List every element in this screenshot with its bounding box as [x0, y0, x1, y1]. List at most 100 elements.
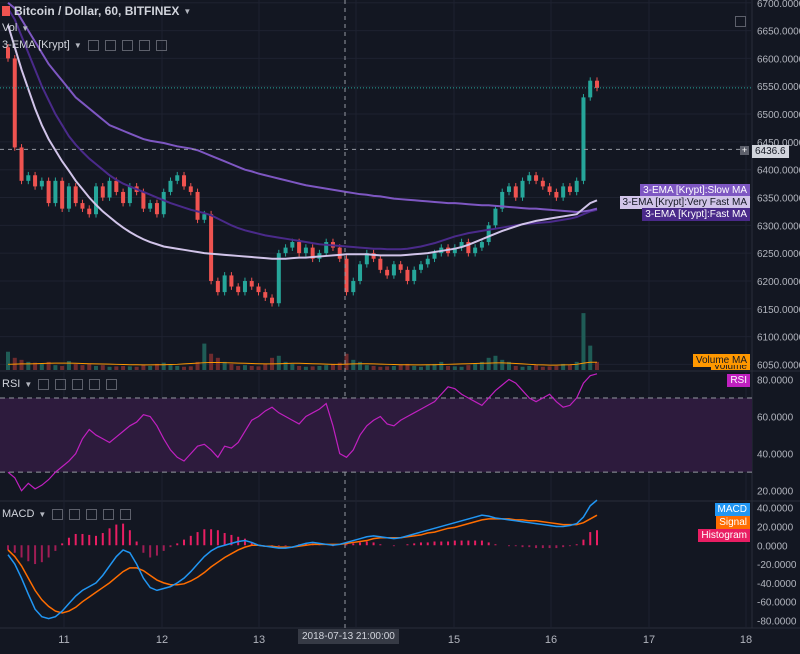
volume-bar [567, 365, 572, 370]
volume-bar [547, 366, 552, 370]
candle-body [520, 180, 525, 198]
candle-body [581, 97, 586, 181]
x-axis-tick-label: 12 [156, 634, 168, 646]
volume-bar [215, 357, 220, 370]
volume-bar [378, 366, 383, 370]
y-axis-tick-label: 6600.0000 [757, 54, 800, 65]
close-icon[interactable] [155, 39, 167, 51]
volume-bar [330, 363, 335, 370]
volume-bar [344, 353, 349, 370]
y-axis-tick-label: 6500.0000 [757, 110, 800, 121]
candle-body [256, 286, 261, 293]
candle-body [182, 175, 187, 187]
candle-body [398, 264, 403, 270]
chevron-down-icon[interactable]: ▼ [73, 40, 82, 50]
legend-fast-ma: 3-EMA [Krypt]:Fast MA [642, 208, 750, 221]
ema-indicator-header[interactable]: 3-EMA [Krypt] ▼ [2, 39, 167, 51]
candle-body [154, 203, 159, 215]
volume-bar [581, 313, 586, 370]
candle-body [53, 180, 58, 204]
candle-body [175, 175, 180, 181]
source-icon[interactable] [121, 39, 133, 51]
legend-signal: Signal [716, 516, 750, 529]
symbol-header[interactable]: Bitcoin / Dollar, 60, BITFINEX ▼ [2, 4, 191, 18]
volume-bar [154, 363, 159, 370]
legend-histogram: Histogram [698, 529, 750, 542]
volume-bar [161, 362, 166, 370]
volume-bar [425, 365, 430, 370]
volume-bar [439, 361, 444, 370]
volume-bar [290, 363, 295, 370]
settings-icon[interactable] [104, 39, 116, 51]
volume-bar [134, 366, 139, 370]
y-axis-tick-label: 6350.0000 [757, 194, 800, 205]
chevron-down-icon[interactable]: ▼ [21, 23, 30, 33]
candle-body [242, 280, 247, 293]
more-icon[interactable] [103, 508, 115, 520]
candle-body [378, 258, 383, 270]
volume-indicator-label[interactable]: Vol [2, 22, 18, 34]
candle-body [263, 292, 268, 298]
volume-bar [283, 361, 288, 370]
volume-bar [222, 361, 227, 370]
candle-body [385, 269, 390, 276]
candle-body [215, 280, 220, 293]
volume-bar [276, 355, 281, 370]
eye-icon[interactable] [52, 508, 64, 520]
eye-icon[interactable] [38, 378, 50, 390]
candle-body [26, 175, 31, 181]
rsi-axis-tick-label: 40.0000 [757, 450, 794, 461]
volume-bar [459, 366, 464, 370]
candle-body [473, 247, 478, 254]
volume-bar [60, 365, 65, 370]
chevron-down-icon[interactable]: ▼ [38, 509, 47, 519]
volume-bar [202, 343, 207, 370]
candle-body [236, 286, 241, 293]
volume-bar [168, 365, 173, 370]
rsi-header[interactable]: RSI ▼ [2, 378, 118, 390]
volume-bar [303, 366, 308, 370]
candle-body [547, 186, 552, 192]
add-alert-icon[interactable]: + [740, 145, 749, 155]
legend-slow-ma: 3-EMA [Krypt]:Slow MA [640, 184, 750, 197]
symbol-title[interactable]: Bitcoin / Dollar, 60, BITFINEX [14, 4, 180, 18]
x-axis-tick-label: 17 [643, 634, 655, 646]
candle-body [418, 264, 423, 270]
rsi-indicator-label[interactable]: RSI [2, 378, 21, 390]
volume-bar [263, 363, 268, 370]
volume-bar [446, 365, 451, 370]
source-icon[interactable] [86, 508, 98, 520]
y-axis-tick-label: 6550.0000 [757, 82, 800, 93]
volume-bar [418, 366, 423, 370]
settings-icon[interactable] [735, 16, 746, 27]
volume-bar [33, 362, 38, 370]
volume-bar [385, 366, 390, 370]
macd-indicator-label[interactable]: MACD [2, 508, 35, 520]
candle-body [561, 186, 566, 198]
more-icon[interactable] [89, 378, 101, 390]
chevron-down-icon[interactable]: ▼ [24, 379, 33, 389]
source-icon[interactable] [72, 378, 84, 390]
macd-header[interactable]: MACD ▼ [2, 508, 132, 520]
legend-macd: MACD [714, 503, 750, 516]
volume-bar [317, 365, 322, 370]
volume-bar [588, 345, 593, 370]
eye-icon[interactable] [87, 39, 99, 51]
ema-indicator-label[interactable]: 3-EMA [Krypt] [2, 39, 70, 51]
close-icon[interactable] [120, 508, 132, 520]
volume-bar [391, 365, 396, 370]
volume-ma-line [7, 361, 597, 366]
legend-rsi: RSI [727, 374, 750, 387]
close-icon[interactable] [106, 378, 118, 390]
volume-bar [242, 365, 247, 370]
exchange-logo-icon [2, 6, 10, 16]
more-icon[interactable] [138, 39, 150, 51]
volume-indicator-header[interactable]: Vol ▼ [2, 22, 29, 34]
candle-body [452, 247, 457, 254]
chevron-down-icon[interactable]: ▼ [183, 6, 192, 16]
candle-body [127, 186, 132, 204]
volume-bar [114, 366, 119, 370]
settings-icon[interactable] [69, 508, 81, 520]
settings-icon[interactable] [55, 378, 67, 390]
